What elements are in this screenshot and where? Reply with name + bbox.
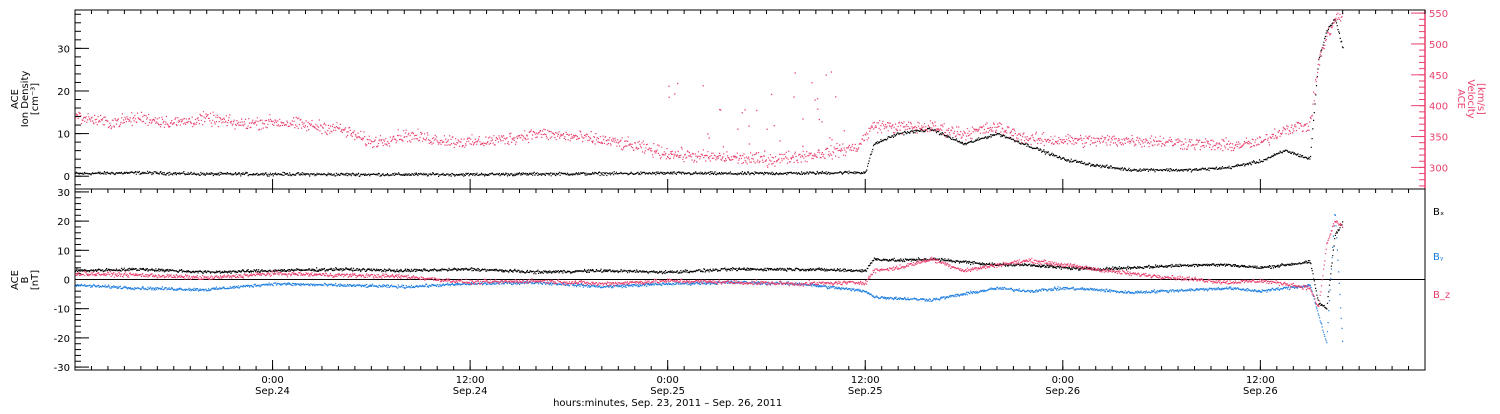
top-right-axis-title: ACE (1455, 89, 1466, 109)
xtick-time-label: 0:00 (261, 375, 283, 386)
top-y2tick-label: 400 (1429, 102, 1448, 113)
velocity-outlier (705, 154, 707, 157)
bx-series (75, 221, 1344, 310)
top-right-axis-title: [km/s] (1475, 83, 1486, 115)
top-y2tick-label: 550 (1429, 9, 1448, 20)
density-series (75, 18, 1344, 177)
xtick-date-label: Sep.26 (1243, 386, 1278, 397)
velocity-outlier (719, 109, 722, 111)
bottom-left-axis-title: [nT] (30, 270, 41, 290)
velocity-outlier (737, 128, 739, 130)
velocity-outlier (793, 96, 795, 98)
velocity-outlier (748, 143, 751, 145)
velocity-outlier (802, 145, 804, 148)
xtick-time-label: 0:00 (1052, 375, 1074, 386)
bottom-ytick-label: 0 (64, 276, 70, 287)
velocity-outlier (764, 150, 766, 152)
velocity-outlier (821, 121, 823, 123)
legend-by: Bᵧ (1433, 252, 1444, 263)
velocity-outlier (818, 118, 820, 121)
velocity-outlier (831, 139, 833, 141)
bottom-ytick-label: 20 (57, 217, 70, 228)
velocity-outlier (825, 74, 827, 76)
velocity-outlier (744, 109, 746, 111)
xtick-time-label: 12:00 (851, 375, 880, 386)
velocity-outlier (670, 151, 672, 153)
top-y2tick-label: 450 (1429, 71, 1448, 82)
top-ytick-label: 30 (57, 44, 70, 55)
velocity-series (75, 12, 1344, 168)
velocity-outlier (708, 137, 710, 139)
top-left-axis-title: Ion Density (20, 71, 31, 128)
velocity-outlier (748, 125, 750, 127)
bottom-ytick-label: -20 (54, 334, 70, 345)
velocity-outlier (756, 109, 758, 112)
velocity-outlier (816, 98, 819, 100)
velocity-outlier (722, 146, 724, 148)
xtick-time-label: 0:00 (656, 375, 678, 386)
velocity-outlier (770, 93, 773, 96)
velocity-outlier (802, 118, 804, 120)
xtick-date-label: Sep.26 (1045, 386, 1080, 397)
velocity-outlier (811, 82, 813, 84)
xtick-date-label: Sep.24 (255, 386, 290, 397)
velocity-outlier (677, 82, 679, 85)
velocity-outlier (814, 99, 816, 101)
bottom-ytick-label: -30 (54, 363, 70, 374)
top-ytick-label: 10 (57, 130, 70, 141)
top-left-axis-title: [cm⁻³] (30, 83, 41, 115)
velocity-outlier (835, 96, 837, 98)
top-right-axis-title: Velocity (1465, 79, 1476, 118)
velocity-outlier (766, 128, 768, 130)
bottom-ytick-label: 30 (57, 188, 70, 199)
top-y2tick-label: 350 (1429, 133, 1448, 144)
by-series (75, 214, 1344, 344)
velocity-outlier (829, 137, 831, 139)
bottom-ytick-label: 10 (57, 246, 70, 257)
velocity-outlier (719, 109, 721, 111)
velocity-outlier (702, 85, 704, 87)
bottom-left-axis-title: ACE (10, 270, 21, 290)
velocity-outlier (843, 130, 845, 132)
velocity-outlier (830, 71, 833, 73)
velocity-outlier (773, 125, 775, 127)
top-y2tick-label: 500 (1429, 40, 1448, 51)
xtick-date-label: Sep.24 (453, 386, 488, 397)
xtick-date-label: Sep.25 (848, 386, 883, 397)
xtick-time-label: 12:00 (1246, 375, 1275, 386)
x-axis-title: hours:minutes, Sep. 23, 2011 – Sep. 26, … (553, 398, 782, 409)
top-left-axis-title: ACE (10, 89, 21, 109)
velocity-outlier (741, 112, 743, 114)
top-ytick-label: 0 (64, 172, 70, 183)
velocity-outlier (674, 93, 676, 95)
velocity-outlier (707, 133, 709, 135)
velocity-outlier (794, 72, 796, 74)
top-y2tick-label: 300 (1429, 163, 1448, 174)
velocity-outlier (668, 96, 670, 98)
bottom-left-axis-title: B (20, 276, 31, 283)
velocity-outlier (668, 85, 670, 87)
legend-bz: B_z (1433, 290, 1450, 301)
velocity-outlier (817, 108, 819, 110)
xtick-date-label: Sep.25 (650, 386, 685, 397)
bz-series (75, 220, 1344, 307)
velocity-outlier (839, 144, 841, 146)
top-ytick-label: 20 (57, 87, 70, 98)
velocity-outlier (779, 140, 781, 142)
legend-bx: Bₓ (1433, 207, 1444, 218)
bottom-ytick-label: -10 (54, 305, 70, 316)
xtick-time-label: 12:00 (456, 375, 485, 386)
